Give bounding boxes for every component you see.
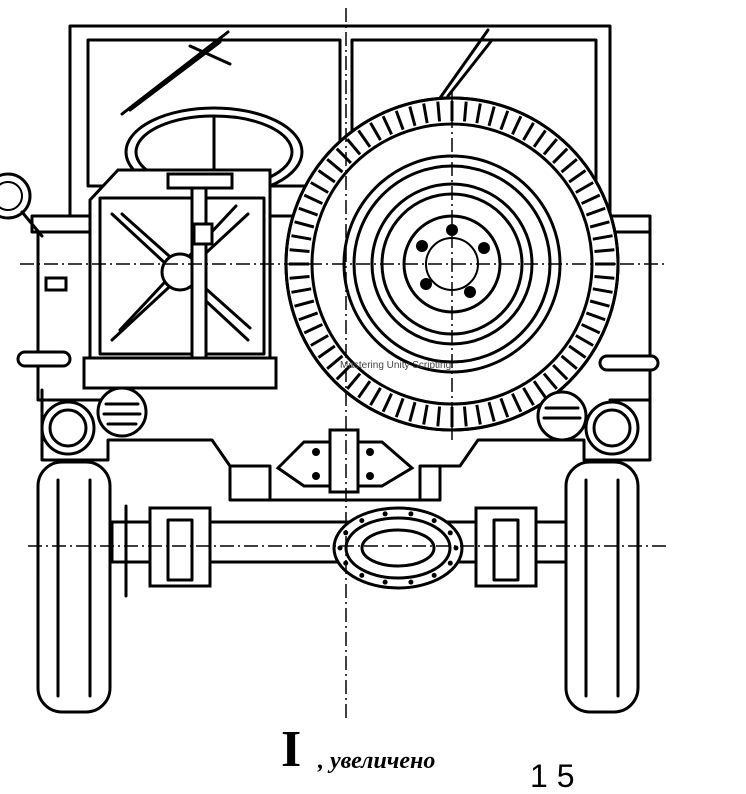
tire-tread-mark [475, 404, 482, 425]
tire-tread-mark [298, 311, 319, 322]
tire-tread-mark [381, 392, 393, 413]
tire-tread-mark [589, 299, 610, 308]
tire-tread-mark [575, 334, 594, 347]
tire-tread-mark [594, 274, 615, 280]
tire-tread-mark [575, 181, 594, 194]
tire-tread-mark [542, 138, 558, 156]
tire-tread-mark [580, 193, 601, 205]
tire-tread-mark [294, 220, 315, 229]
tail-lights [40, 386, 640, 456]
differential-bolt [431, 518, 437, 524]
tire-tread-mark [422, 103, 429, 124]
tire-tread-mark [580, 323, 601, 335]
tire-tread-mark [294, 299, 315, 308]
tire-tread-mark [585, 311, 606, 322]
tire-tread-mark [335, 147, 352, 164]
differential-bolt [408, 511, 414, 517]
differential-bolt [431, 572, 437, 578]
tire-tread-mark [568, 169, 587, 184]
tire-tread-mark [303, 193, 324, 205]
tire-tread-mark [532, 129, 547, 148]
caption-text: , увеличено [318, 748, 436, 774]
tire-tread-mark [585, 206, 606, 217]
tire-tread-mark [357, 380, 372, 399]
differential-bolt [359, 572, 365, 578]
tire-tread-mark [422, 404, 429, 425]
tire-tread-mark [408, 106, 417, 127]
differential-bolt [447, 530, 453, 536]
rear-axle [110, 504, 588, 598]
tire-tread-mark [522, 387, 535, 406]
tire-tread-mark [291, 234, 312, 241]
differential-bolt [408, 579, 414, 585]
differential-bolt [382, 579, 388, 585]
tire-tread-mark [394, 397, 405, 418]
tire-tread-mark [436, 101, 442, 122]
watermark-text: Mastering Unity Scripting [340, 360, 452, 371]
differential-bolt [382, 511, 388, 517]
tire-tread-mark [346, 372, 362, 390]
tire-tread-mark [487, 106, 496, 127]
caption-numeral: I [281, 721, 302, 778]
tire-tread-mark [568, 344, 587, 359]
tire-tread-mark [499, 110, 510, 131]
wiper-left [120, 30, 232, 116]
differential-bolt [343, 530, 349, 536]
jerry-can [82, 168, 278, 390]
tire-tread-mark [369, 387, 382, 406]
tire-tread-mark [369, 122, 382, 141]
tire-tread-mark [462, 406, 468, 427]
tire-tread-mark [560, 158, 578, 174]
tire-tread-mark [346, 138, 362, 156]
tire-tread-mark [552, 364, 569, 381]
tire-tread-mark [499, 397, 510, 418]
tire-tread-mark [381, 115, 393, 136]
rear-body-panel [40, 388, 652, 502]
tire-tread-mark [335, 364, 352, 381]
differential-bolt [447, 560, 453, 566]
tire-tread-mark [326, 354, 344, 370]
tire-tread-mark [511, 115, 523, 136]
tire-tread-mark [436, 406, 442, 427]
tire-tread-mark [522, 122, 535, 141]
tire-tread-mark [542, 372, 558, 390]
wiper-right [438, 28, 494, 100]
tire-tread-mark [298, 206, 319, 217]
tire-tread-mark [289, 274, 310, 280]
differential-bolt [359, 518, 365, 524]
side-handles [16, 276, 660, 372]
center-lines [20, 8, 668, 720]
tow-hitch [275, 428, 415, 494]
tire-tread-mark [487, 401, 496, 422]
tire-tread-mark [594, 248, 615, 254]
tire-tread-mark [289, 248, 310, 254]
tire-tread-mark [592, 234, 613, 241]
tire-tread-mark [552, 147, 569, 164]
tire-tread-mark [511, 392, 523, 413]
tire-tread-mark [310, 181, 329, 194]
caption-fragment: 1 5 [530, 758, 575, 794]
tire-tread-mark [589, 220, 610, 229]
tire-tread-mark [532, 380, 547, 399]
tire-tread-mark [560, 354, 578, 370]
tire-tread-mark [408, 401, 417, 422]
tire-tread-mark [394, 110, 405, 131]
rear-wheels [36, 460, 640, 714]
tire-tread-mark [310, 334, 329, 347]
tire-tread-mark [317, 344, 336, 359]
tire-tread-mark [326, 158, 344, 174]
tire-tread-mark [303, 323, 324, 335]
tire-tread-mark [317, 169, 336, 184]
tire-tread-mark [462, 101, 468, 122]
tire-tread-mark [357, 129, 372, 148]
side-mirror [0, 172, 44, 238]
tire-tread-mark [291, 287, 312, 294]
tire-tread-mark [592, 287, 613, 294]
tire-tread-mark [475, 103, 482, 124]
